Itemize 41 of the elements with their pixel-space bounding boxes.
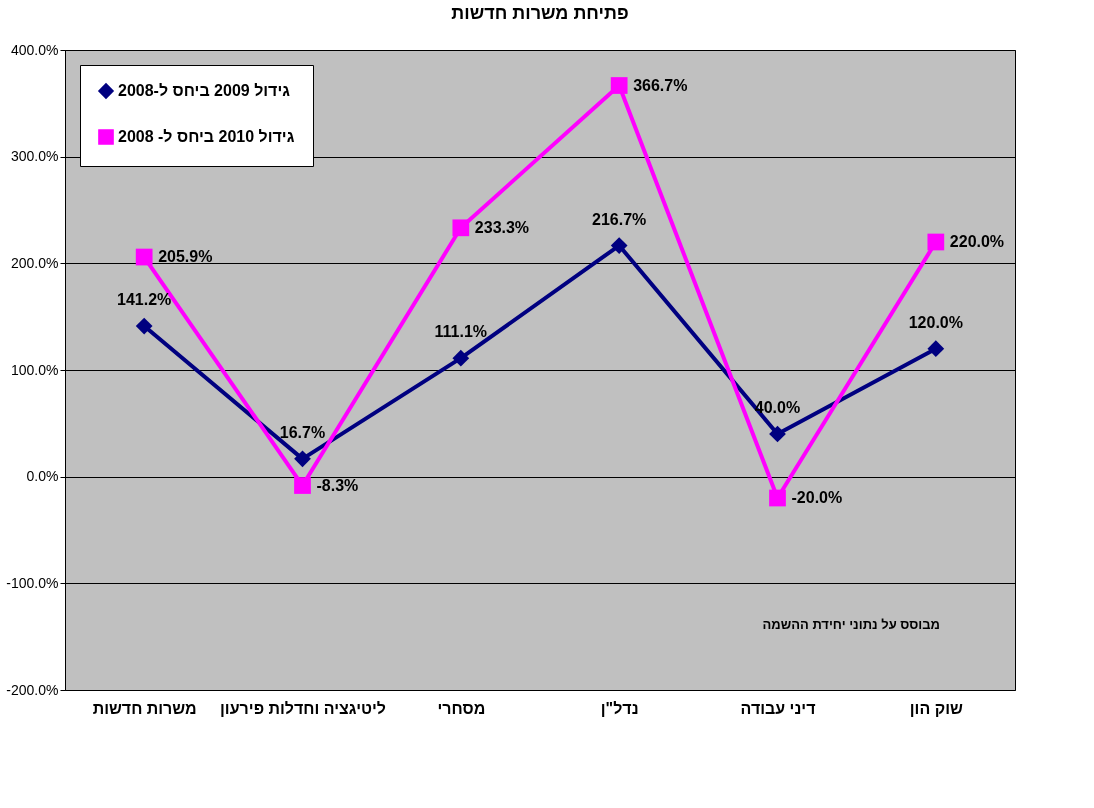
annotation: מבוסס על נתוני יחידת ההשמה [762, 617, 940, 632]
point [452, 219, 470, 237]
y-tick-label: 300.0% [11, 148, 59, 165]
data-label: 216.7% [592, 210, 647, 228]
point [294, 477, 311, 494]
point [135, 317, 153, 335]
data-label: -20.0% [791, 489, 843, 506]
y-tick-label: 200.0% [11, 254, 59, 271]
data-label: 111.1% [434, 323, 488, 341]
data-label: 233.3% [474, 218, 530, 236]
point [769, 425, 786, 443]
point [769, 489, 786, 507]
data-label: 366.7% [633, 76, 688, 94]
chart-title: פתיחת משרות חדשות [451, 3, 629, 23]
x-tick-label: דיני עבודה [740, 699, 816, 717]
point [927, 340, 945, 358]
x-tick-label: מסחרי [437, 699, 486, 717]
x-tick-label: נדל"ן [600, 699, 639, 717]
point [610, 237, 628, 254]
data-label: 141.2% [117, 291, 172, 309]
legend-label: גידול 2009 ביחס ל-2008 [118, 82, 291, 99]
data-label: 40.0% [754, 399, 801, 416]
y-tick-label: 400.0% [11, 41, 59, 58]
point [294, 450, 311, 468]
legend-label: גידול 2010 ביחס ל- 2008 [118, 128, 295, 145]
data-label: 220.0% [949, 233, 1005, 250]
data-label: 16.7% [279, 423, 326, 441]
y-tick-label: -100.0% [6, 574, 59, 591]
point [452, 349, 470, 367]
y-tick-label: 100.0% [11, 361, 59, 378]
data-label: 205.9% [158, 248, 213, 266]
y-tick-label: 0.0% [26, 468, 59, 485]
y-tick-label: -200.0% [6, 681, 59, 698]
x-tick-label: משרות חדשות [92, 699, 197, 717]
data-label: 120.0% [908, 313, 963, 331]
point [610, 77, 628, 94]
data-label: -8.3% [316, 476, 359, 494]
x-tick-label: שוק הון [909, 699, 963, 717]
point [927, 233, 945, 251]
x-tick-label: ליטיגציה וחדלות פירעון [220, 699, 386, 717]
point [135, 248, 153, 266]
